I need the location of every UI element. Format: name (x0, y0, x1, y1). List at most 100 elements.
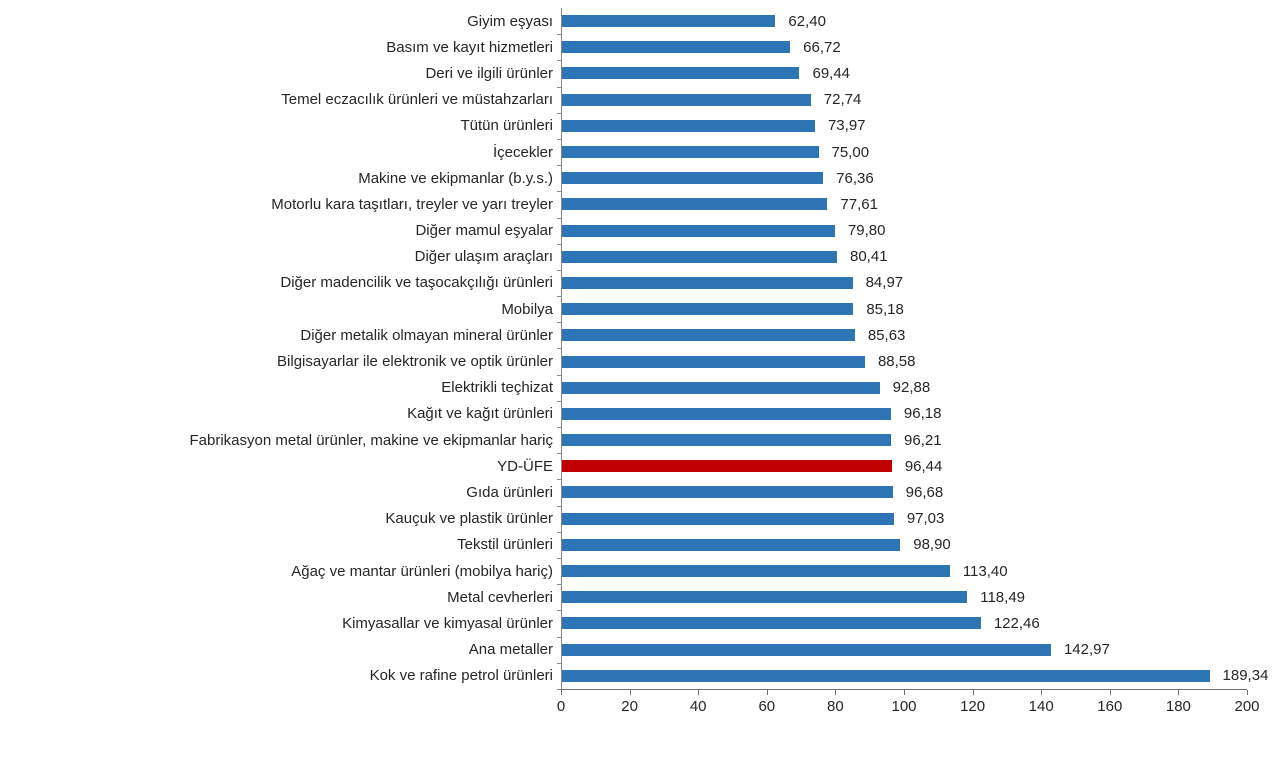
bar (562, 329, 855, 342)
bar-row: Motorlu kara taşıtları, treyler ve yarı … (0, 191, 1280, 219)
category-label: YD-ÜFE (497, 457, 553, 475)
category-label: Temel eczacılık ürünleri ve müstahzarlar… (281, 91, 553, 109)
bar (562, 643, 1051, 656)
bar-row: Kauçuk ve plastik ürünler 97,03 (0, 505, 1280, 533)
category-label: Makine ve ekipmanlar (b.y.s.) (358, 169, 553, 187)
bar-track: 96,68 (557, 479, 1246, 507)
x-axis-tick-label: 140 (1028, 698, 1054, 715)
bar-track: 62,40 (557, 8, 1246, 36)
bar-track: 122,46 (557, 610, 1246, 638)
category-label: Motorlu kara taşıtları, treyler ve yarı … (271, 195, 553, 213)
bar-row: Tütün ürünleri 73,97 (0, 112, 1280, 141)
bar-track: 84,97 (557, 269, 1246, 298)
bar (562, 355, 865, 368)
x-axis-tick-label: 180 (1165, 698, 1191, 715)
x-axis-tick-label: 120 (960, 698, 986, 715)
category-label: Metal cevherleri (447, 588, 553, 606)
x-axis-tick (972, 690, 974, 695)
x-axis-tick (766, 690, 768, 695)
bar-track: 113,40 (557, 557, 1246, 586)
bar (562, 224, 835, 237)
bar (562, 119, 815, 132)
bar-track: 118,49 (557, 584, 1246, 612)
bar-track: 66,72 (557, 34, 1246, 62)
bar-track: 96,21 (557, 427, 1246, 455)
category-label: Basım ve kayıt hizmetleri (386, 38, 553, 56)
x-axis-tick (835, 690, 837, 695)
bar-track: 142,97 (557, 636, 1246, 664)
x-axis-tick-label: 160 (1097, 698, 1123, 715)
category-label: Ağaç ve mantar ürünleri (mobilya hariç) (291, 562, 553, 580)
x-axis-tick (1178, 690, 1180, 695)
value-label: 96,68 (905, 483, 944, 501)
category-label: Tekstil ürünleri (457, 536, 553, 554)
x-axis-tick (698, 690, 700, 695)
bar-row: Diğer ulaşım araçları 80,41 (0, 243, 1280, 272)
bar (562, 146, 819, 159)
bar-track: 76,36 (557, 165, 1246, 193)
bar-row: Diğer madencilik ve taşocakçılığı ürünle… (0, 269, 1280, 298)
category-label: Giyim eşyası (467, 12, 553, 30)
bar (562, 565, 950, 578)
bar-row: Fabrikasyon metal ürünler, makine ve eki… (0, 427, 1280, 455)
bar-row: Giyim eşyası 62,40 (0, 8, 1280, 36)
x-axis-tick-label: 100 (891, 698, 917, 715)
bar-track: 72,74 (557, 86, 1246, 114)
bar (562, 538, 901, 551)
bar-track: 189,34 (557, 662, 1268, 691)
category-label: Ana metaller (468, 641, 553, 659)
category-label: Mobilya (501, 300, 553, 318)
bar (562, 276, 853, 289)
category-label: İçecekler (492, 143, 553, 161)
value-label: 96,18 (903, 405, 942, 423)
bar (562, 198, 828, 211)
bar (562, 486, 893, 499)
bar-track: 69,44 (557, 60, 1246, 88)
bar-row: Temel eczacılık ürünleri ve müstahzarlar… (0, 86, 1280, 114)
bar-row: Kimyasallar ve kimyasal ürünler 122,46 (0, 610, 1280, 638)
bar (562, 303, 854, 316)
value-label: 85,18 (866, 300, 904, 318)
value-label: 97,03 (906, 510, 945, 528)
bar-track: 96,44 (557, 453, 1246, 481)
bar-track: 73,97 (557, 112, 1246, 141)
bar-track: 97,03 (557, 505, 1246, 533)
bar-row: Ağaç ve mantar ürünleri (mobilya hariç) 1… (0, 557, 1280, 586)
bar-row: Metal cevherleri 118,49 (0, 584, 1280, 612)
bar-row: Tekstil ürünleri 98,90 (0, 531, 1280, 560)
bar-track: 77,61 (557, 191, 1246, 219)
category-label: Kağıt ve kağıt ürünleri (407, 405, 553, 423)
category-label: Kimyasallar ve kimyasal ürünler (342, 614, 553, 632)
category-label: Fabrikasyon metal ürünler, makine ve eki… (189, 431, 554, 449)
bar-row: Gıda ürünleri 96,68 (0, 479, 1280, 507)
bar-row: Makine ve ekipmanlar (b.y.s.) 76,36 (0, 165, 1280, 193)
bar-track: 98,90 (557, 531, 1246, 560)
bar-row: Diğer mamul eşyalar 79,80 (0, 217, 1280, 245)
bar-row: Bilgisayarlar ile elektronik ve optik ür… (0, 348, 1280, 376)
category-label: Deri ve ilgili ürünler (425, 64, 553, 82)
value-label: 142,97 (1063, 641, 1110, 659)
bar-track: 79,80 (557, 217, 1246, 245)
x-axis-tick-label: 60 (758, 698, 776, 715)
value-label: 118,49 (980, 588, 1025, 606)
bar (562, 407, 891, 420)
bar-track: 96,18 (557, 400, 1246, 429)
value-label: 88,58 (877, 353, 916, 371)
category-label: Elektrikli teçhizat (441, 379, 553, 397)
x-axis-tick-label: 200 (1234, 698, 1260, 715)
value-label: 84,97 (865, 274, 904, 292)
x-axis-tick (1041, 690, 1043, 695)
bar-track: 85,63 (557, 322, 1246, 350)
x-axis-tick-label: 40 (689, 698, 707, 715)
value-label: 76,36 (836, 169, 874, 187)
bar (562, 172, 824, 185)
category-label: Kok ve rafine petrol ürünleri (369, 667, 553, 685)
value-label: 69,44 (812, 64, 851, 82)
value-label: 96,44 (904, 457, 943, 475)
category-label: Gıda ürünleri (466, 483, 553, 501)
value-label: 72,74 (823, 91, 862, 109)
x-axis-tick-label: 80 (827, 698, 844, 715)
bar (562, 381, 880, 394)
bar-row: Mobilya 85,18 (0, 296, 1280, 324)
